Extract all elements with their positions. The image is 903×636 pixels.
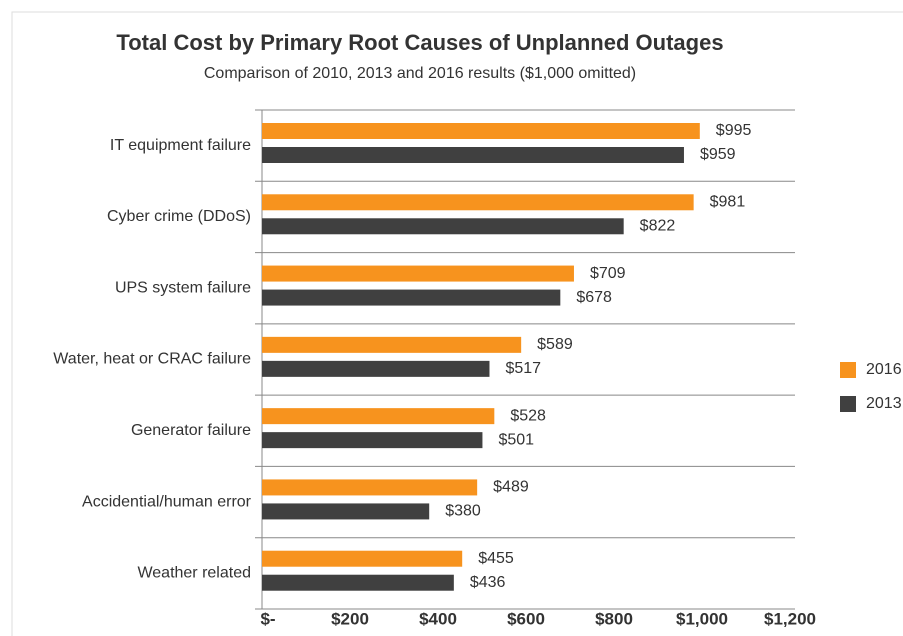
- bar: [262, 360, 490, 377]
- bar: [262, 479, 478, 496]
- x-tick-label: $800: [595, 609, 633, 628]
- y-tick-label: UPS system failure: [115, 279, 251, 296]
- y-tick-label: Cyber crime (DDoS): [107, 208, 251, 225]
- x-tick-label: $1,200: [764, 609, 816, 628]
- x-tick-label: $1,000: [676, 609, 728, 628]
- bar: [262, 289, 561, 306]
- x-tick-label: $-: [260, 609, 275, 628]
- bar: [262, 408, 495, 425]
- y-tick-label: Water, heat or CRAC failure: [53, 351, 251, 368]
- chart-subtitle: Comparison of 2010, 2013 and 2016 result…: [204, 65, 636, 82]
- chart-frame: [11, 11, 903, 636]
- value-label: $822: [640, 218, 676, 235]
- value-label: $517: [505, 360, 541, 377]
- bar: [262, 147, 684, 163]
- value-label: $455: [478, 550, 514, 567]
- bar: [262, 503, 430, 520]
- bar: [262, 432, 483, 449]
- value-label: $380: [445, 503, 481, 520]
- bar: [262, 123, 700, 139]
- x-tick-label: $400: [419, 609, 457, 628]
- legend-swatch: [840, 396, 856, 412]
- x-tick-label: $600: [507, 609, 545, 628]
- value-label: $436: [470, 574, 506, 591]
- legend-swatch: [840, 362, 856, 378]
- legend-label: 2016: [866, 361, 902, 378]
- value-label: $489: [493, 479, 529, 496]
- value-label: $528: [510, 407, 546, 424]
- bar: [262, 265, 574, 282]
- bar: [262, 194, 694, 211]
- chart-title: Total Cost by Primary Root Causes of Unp…: [116, 30, 723, 55]
- value-label: $981: [710, 194, 746, 211]
- value-label: $501: [498, 431, 534, 448]
- bar: [262, 336, 522, 353]
- y-tick-label: IT equipment failure: [110, 137, 251, 154]
- bar: [262, 574, 454, 591]
- y-tick-label: Generator failure: [131, 422, 251, 439]
- value-label: $995: [716, 122, 752, 139]
- value-label: $678: [576, 289, 612, 306]
- y-tick-label: Weather related: [137, 565, 251, 582]
- value-label: $589: [537, 336, 573, 353]
- bar: [262, 218, 624, 235]
- value-label: $959: [700, 146, 736, 163]
- legend-label: 2013: [866, 395, 902, 412]
- x-tick-label: $200: [331, 609, 369, 628]
- y-tick-label: Accidential/human error: [82, 493, 252, 510]
- bar: [262, 550, 463, 567]
- value-label: $709: [590, 265, 626, 282]
